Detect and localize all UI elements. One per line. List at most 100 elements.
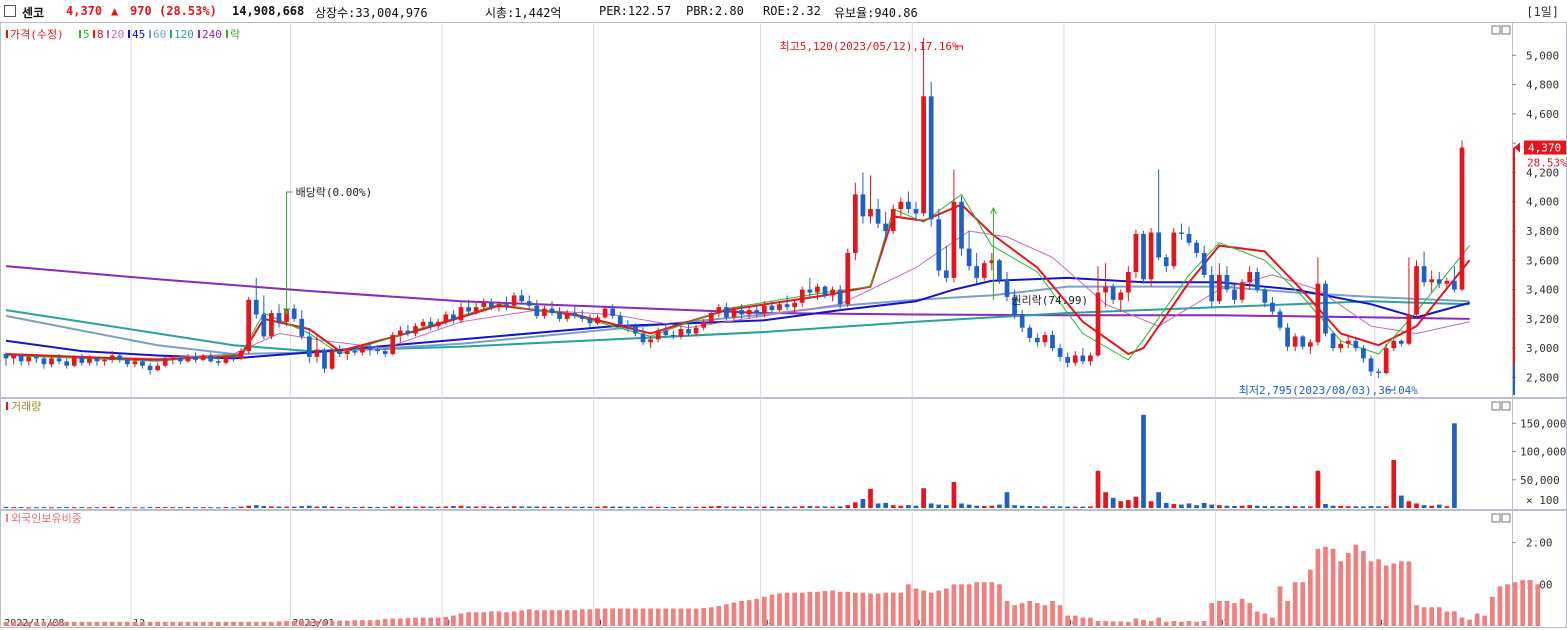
foreign-y-label: 2.00 — [1526, 537, 1553, 550]
volume-bar — [1194, 505, 1199, 508]
foreign-bar — [549, 610, 555, 626]
last-price-box — [1524, 140, 1566, 155]
volume-bar — [117, 507, 123, 509]
foreign-bar — [890, 592, 896, 626]
volume-bar — [981, 506, 987, 508]
foreign-bar — [602, 608, 608, 626]
volume-bar — [625, 506, 631, 508]
legend-swatch — [226, 30, 228, 38]
volume-bar — [1050, 506, 1055, 508]
foreign-bar — [913, 588, 919, 626]
volume-bar — [1156, 492, 1162, 508]
foreign-bar — [1118, 621, 1124, 626]
candle-body — [1042, 334, 1048, 343]
volume-bar — [534, 506, 540, 508]
candle-body — [655, 330, 661, 340]
candle-body — [466, 307, 471, 312]
dividend-marker-line — [286, 191, 293, 314]
x-axis-label: 12 — [133, 618, 145, 629]
volume-panel-maximize-button[interactable] — [1491, 401, 1501, 411]
foreign-bar — [1232, 603, 1237, 626]
candle-body — [534, 305, 540, 316]
candle-body — [845, 252, 851, 305]
price-panel-close-button[interactable] — [1501, 25, 1511, 35]
foreign-bar — [1004, 600, 1010, 626]
foreign-bar — [496, 611, 502, 626]
volume-bar — [557, 506, 562, 508]
candle-body — [860, 194, 866, 217]
volume-bar — [155, 507, 161, 509]
candle-body — [1179, 232, 1184, 234]
foreign-bar — [3, 621, 9, 626]
foreign-bar — [375, 619, 380, 626]
volume-unit-label: × 100 — [1526, 494, 1559, 507]
select-checkbox[interactable] — [4, 5, 16, 17]
foreign-bar — [1452, 611, 1457, 626]
volume-y-label: 50,000 — [1520, 474, 1560, 487]
foreign-bar — [443, 616, 449, 626]
candle-body — [87, 358, 92, 363]
candle-body — [147, 365, 153, 371]
candle-body — [291, 308, 297, 319]
candle-body — [981, 263, 987, 278]
foreign-bar — [1247, 603, 1253, 626]
volume-bar — [860, 498, 866, 508]
volume-bar — [41, 507, 47, 509]
legend-item: 45 — [132, 28, 145, 41]
volume-bar — [428, 506, 434, 508]
roe-value: ROE:2.32 — [763, 4, 821, 18]
candle-body — [1353, 340, 1359, 349]
volume-bar — [1072, 506, 1078, 508]
foreign-bar — [11, 621, 16, 626]
volume-bar — [162, 507, 168, 509]
candle-body — [1330, 333, 1336, 349]
volume-bar — [595, 506, 600, 508]
foreign-bar — [1080, 617, 1086, 626]
period-selector[interactable]: [1일] — [1526, 5, 1559, 19]
volume-bar — [56, 507, 62, 509]
price-panel-maximize-button[interactable] — [1491, 25, 1501, 35]
x-axis-label: 07 — [1218, 618, 1230, 629]
foreign-bar — [511, 611, 517, 626]
foreign-bar — [253, 621, 259, 626]
foreign-bar — [1391, 563, 1397, 626]
volume-bar — [1118, 501, 1124, 508]
candle-body — [633, 326, 638, 334]
foreign-bar — [1338, 561, 1344, 626]
volume-bar — [1353, 506, 1359, 508]
volume-bar — [11, 507, 16, 509]
volume-panel-close-button[interactable] — [1501, 401, 1511, 411]
candle-body — [64, 361, 70, 366]
volume-bar — [397, 506, 403, 508]
candle-body — [360, 346, 365, 353]
volume-bar — [1171, 504, 1177, 508]
foreign-bar — [1088, 617, 1093, 626]
volume-bar — [1262, 506, 1268, 508]
foreign-panel-close-button[interactable] — [1501, 513, 1511, 523]
volume-bar — [1057, 506, 1063, 508]
foreign-bar — [1414, 605, 1419, 626]
legend-item: 120 — [174, 28, 194, 41]
legend-swatch — [149, 30, 151, 38]
candle-body — [799, 289, 805, 303]
foreign-bar — [1027, 600, 1033, 626]
foreign-bar — [966, 584, 972, 626]
foreign-bar — [739, 600, 744, 626]
volume-bar — [1452, 423, 1457, 508]
volume-bar — [526, 506, 532, 508]
foreign-bar — [246, 621, 252, 626]
candle-body — [731, 310, 737, 318]
volume-bar — [413, 506, 418, 508]
candle-body — [1459, 147, 1465, 290]
x-axis-label: 06 — [1066, 618, 1078, 629]
volume-bar — [94, 507, 100, 509]
foreign-bar — [64, 621, 70, 626]
foreign-bar — [724, 604, 729, 626]
foreign-bar — [799, 592, 805, 626]
candle-body — [170, 358, 176, 360]
candle-body — [670, 334, 676, 337]
foreign-panel-maximize-button[interactable] — [1491, 513, 1501, 523]
candle-body — [815, 286, 820, 293]
stock-name: 센코 — [22, 6, 45, 20]
